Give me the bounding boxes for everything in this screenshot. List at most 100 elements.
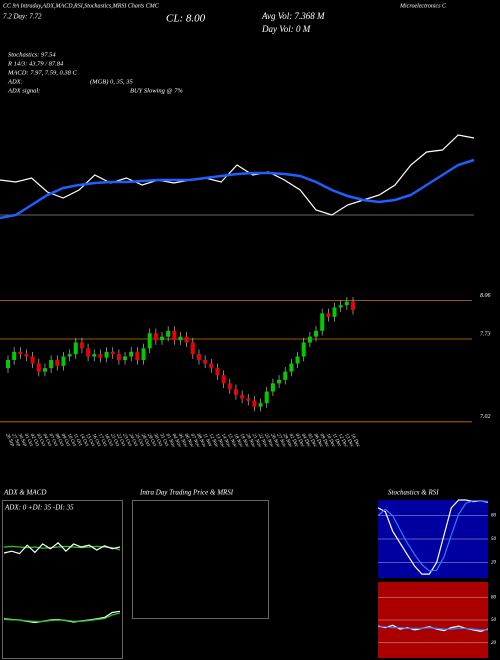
panel-title: Intra Day Trading Price & MRSI	[139, 489, 234, 497]
y-tick-label: 80	[491, 595, 497, 600]
adx-panel-frame	[2, 500, 123, 659]
candle-body	[172, 330, 177, 341]
adx-info: ADX:	[7, 78, 23, 85]
x-tick-label: 04 Nov	[171, 433, 182, 449]
candle-body	[283, 371, 288, 380]
candle-body	[215, 368, 220, 376]
close-price: CL: 8.00	[166, 13, 206, 25]
candle-body	[240, 395, 245, 399]
y-tick-label: 50	[491, 537, 497, 542]
candle-body	[141, 348, 146, 360]
x-tick-label: 11 Oct	[72, 433, 83, 447]
x-tick-label: 21 Oct	[109, 433, 120, 448]
candle-body	[92, 354, 97, 357]
candle-body	[246, 398, 251, 401]
candle-body	[221, 375, 226, 384]
macd-info: MACD: 7.97, 7.59, 0.38 C	[7, 69, 77, 76]
x-tick-label: 18 Nov	[232, 433, 243, 449]
x-tick-label: 17 Oct	[97, 433, 108, 448]
x-tick-label: 12 Nov	[208, 433, 219, 449]
candle-body	[338, 305, 343, 308]
x-tick-label: 24 Oct	[127, 433, 138, 448]
x-tick-label: 03 Dec	[294, 433, 305, 449]
candle-body	[320, 313, 325, 331]
x-tick-label: 20 Nov	[244, 433, 255, 449]
y-tick-label: 50	[491, 618, 497, 623]
x-tick-label: 08 Oct	[54, 433, 65, 448]
candle-body	[110, 351, 115, 355]
x-tick-label: 01 Nov	[164, 433, 175, 449]
site-title: CC 9A Intraday,ADX,MACD,RSI,Stochastics,…	[3, 3, 160, 9]
y-tick-label: 20	[491, 641, 497, 646]
x-tick-label: 12 Dec	[337, 433, 348, 449]
x-tick-label: 29 Nov	[281, 433, 292, 449]
adx-values: (MGB) 0, 35, 35	[90, 78, 134, 85]
candle-body	[42, 368, 47, 372]
candle-body	[277, 379, 282, 384]
intraday-panel-frame	[132, 500, 269, 619]
x-tick-label: 30 Oct	[152, 433, 163, 448]
candle-body	[30, 356, 35, 364]
adx-signal-label: ADX signal:	[7, 87, 40, 94]
candle-body	[36, 363, 41, 372]
y-tick-label: 7.02	[480, 414, 491, 420]
candle-body	[301, 342, 306, 357]
x-tick-label: 26 Nov	[269, 433, 280, 449]
x-tick-label: 19 Nov	[238, 433, 249, 449]
x-tick-label: 13 Dec	[343, 433, 354, 449]
candle-body	[12, 351, 17, 360]
x-tick-label: 11 Nov	[201, 433, 212, 448]
x-tick-label: 18 Oct	[103, 433, 114, 448]
candle-body	[203, 360, 208, 364]
x-tick-label: 04 Oct	[41, 433, 52, 448]
candle-body	[73, 342, 78, 355]
x-tick-label: 15 Oct	[84, 433, 95, 448]
candle-body	[233, 389, 238, 395]
candle-body	[227, 383, 232, 390]
candle-body	[24, 354, 29, 357]
series-line	[3, 541, 121, 555]
x-tick-label: 25 Nov	[263, 433, 274, 449]
candle-body	[252, 400, 257, 407]
candle-body	[270, 383, 275, 392]
candle-body	[258, 403, 263, 407]
candle-body	[190, 342, 195, 355]
x-tick-label: 16 Oct	[90, 433, 101, 448]
x-tick-label: 07 Nov	[189, 433, 200, 449]
x-tick-label: 21 Nov	[251, 433, 262, 449]
x-tick-label: 13 Nov	[214, 433, 225, 449]
y-tick-label: 80	[491, 514, 497, 519]
candle-body	[86, 348, 91, 357]
candle-body	[129, 351, 134, 357]
candle-body	[295, 356, 300, 364]
rsi-info: R 14/3: 43.79 / 87.84	[7, 60, 64, 67]
candle-body	[153, 333, 158, 341]
x-tick-label: 14 Oct	[78, 433, 89, 448]
series-line	[3, 612, 121, 623]
y-tick-label: 7.73	[480, 331, 491, 337]
x-tick-label: 03 Oct	[35, 433, 46, 448]
x-tick-label: 31 Oct	[158, 433, 169, 448]
candle-body	[67, 354, 72, 357]
candle-body	[6, 360, 10, 369]
company-name: Microelectronics C	[399, 3, 447, 9]
adx-signal: BUY Slowing @ 7%	[130, 87, 183, 94]
adx-label: ADX: 0 +DI: 35 -DI: 35	[4, 504, 74, 512]
candle-body	[184, 336, 189, 343]
candle-body	[116, 354, 121, 360]
candle-body	[209, 363, 214, 369]
x-tick-label: 06 Nov	[183, 433, 194, 449]
candle-body	[104, 351, 109, 358]
x-tick-label: 10 Oct	[66, 433, 77, 448]
x-tick-label: 04 Dec	[300, 433, 311, 449]
candle-body	[178, 336, 183, 341]
x-tick-label: 09 Oct	[60, 433, 71, 448]
series-line	[378, 626, 488, 631]
candle-body	[332, 307, 337, 317]
x-tick-label: 05 Nov	[177, 433, 188, 449]
candle-body	[326, 313, 331, 317]
candle-body	[147, 333, 152, 349]
x-tick-label: 27 Nov	[275, 433, 286, 449]
candle-body	[166, 330, 171, 337]
candle-body	[49, 360, 54, 369]
